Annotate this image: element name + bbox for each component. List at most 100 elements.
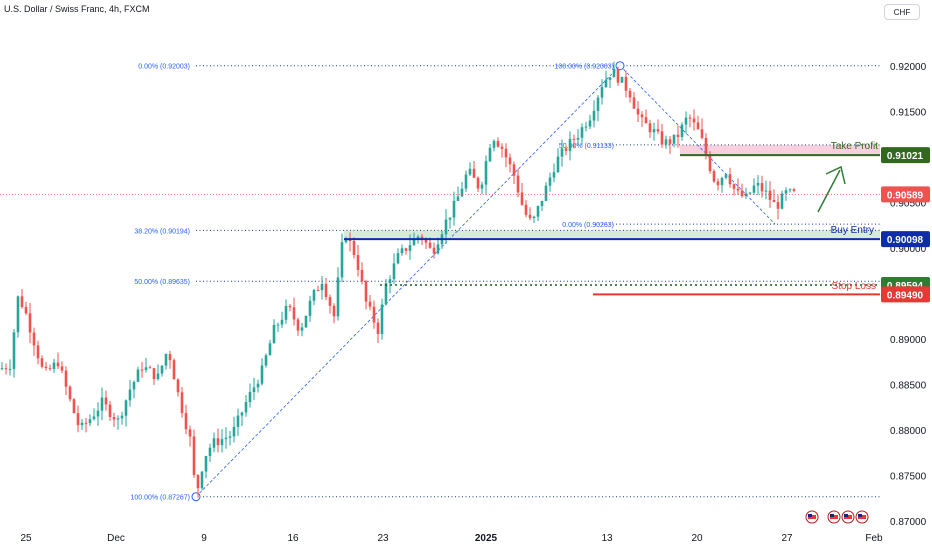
candle-body xyxy=(96,410,100,417)
candle-body xyxy=(592,110,596,121)
candle-body xyxy=(708,155,712,172)
candle-body xyxy=(228,436,232,438)
price-tick: 0.90500 xyxy=(890,199,927,210)
candles-layer xyxy=(0,61,796,498)
candle-body xyxy=(420,236,424,240)
candle-body xyxy=(312,290,316,301)
candle-body xyxy=(332,305,336,317)
candle-body xyxy=(480,184,484,189)
candle-body xyxy=(292,307,296,320)
event-flags xyxy=(805,510,869,524)
candle-body xyxy=(256,383,260,388)
candle-body xyxy=(436,244,440,254)
candle-body xyxy=(208,447,212,457)
fib-label-right: 0.00% (0.90263) xyxy=(562,222,614,229)
candle-body xyxy=(536,206,540,217)
candle-body xyxy=(684,117,688,125)
candle-body xyxy=(780,193,784,209)
candle-body xyxy=(716,181,720,186)
candle-body xyxy=(652,129,656,133)
time-axis: 25 Dec 9 16 23 2025 13 20 27 Feb xyxy=(20,533,883,544)
fib-label-left: 38.20% (0.90194) xyxy=(134,228,190,235)
candle-body xyxy=(456,196,460,201)
candle-body xyxy=(296,319,300,331)
candle-body xyxy=(452,200,456,218)
candle-body xyxy=(52,362,56,370)
candle-body xyxy=(680,124,684,138)
us-flag-canton xyxy=(830,514,834,517)
candle-body xyxy=(376,322,380,335)
candle-body xyxy=(336,277,340,317)
fib-label-left: 100.00% (0.87267) xyxy=(130,495,190,502)
candle-body xyxy=(508,157,512,165)
candle-body xyxy=(728,174,732,185)
price-tick: 0.89000 xyxy=(890,335,927,346)
price-tick: 0.92000 xyxy=(890,62,927,73)
candle-body xyxy=(628,90,632,98)
candle-body xyxy=(352,241,356,255)
candle-body xyxy=(576,137,580,140)
candle-body xyxy=(784,190,788,194)
candle-body xyxy=(276,324,280,326)
candle-body xyxy=(36,345,40,359)
candle-body xyxy=(472,168,476,178)
candle-body xyxy=(16,296,20,333)
time-tick: 13 xyxy=(601,533,613,544)
fib-anchor xyxy=(191,492,201,502)
candle-body xyxy=(504,148,508,158)
candle-body xyxy=(232,426,236,437)
candle-body xyxy=(484,161,488,185)
candle-body xyxy=(388,279,392,284)
candle-body xyxy=(584,126,588,128)
candle-body xyxy=(632,97,636,109)
candle-body xyxy=(316,290,320,292)
candle-body xyxy=(400,248,404,254)
candle-body xyxy=(748,192,752,194)
candle-body xyxy=(252,387,256,393)
candle-body xyxy=(488,147,492,162)
candle-body xyxy=(380,304,384,335)
currency-button[interactable]: CHF xyxy=(884,4,920,20)
candle-body xyxy=(776,202,780,209)
candle-body xyxy=(216,438,220,446)
candle-body xyxy=(308,300,312,316)
fib-anchor xyxy=(615,61,625,71)
candle-body xyxy=(736,188,740,191)
entry-zone xyxy=(344,230,880,240)
candle-body xyxy=(752,185,756,193)
candle-body xyxy=(500,146,504,149)
fib-label-right: 100.00% (0.92003) xyxy=(554,64,614,71)
candle-body xyxy=(564,148,568,151)
price-tick: 0.87000 xyxy=(890,517,927,528)
candle-body xyxy=(240,412,244,416)
candle-body xyxy=(692,118,696,123)
candle-body xyxy=(660,131,664,145)
candle-body xyxy=(672,134,676,144)
candle-body xyxy=(668,139,672,144)
price-tick: 0.90000 xyxy=(890,244,927,255)
candle-body xyxy=(4,368,8,370)
candle-body xyxy=(108,404,112,417)
candle-body xyxy=(608,77,612,80)
candle-body xyxy=(20,296,24,308)
candle-body xyxy=(572,138,576,140)
time-tick: 9 xyxy=(201,533,207,544)
candle-body xyxy=(412,238,416,246)
candle-body xyxy=(44,366,48,369)
candle-body xyxy=(568,138,572,151)
candle-body xyxy=(604,79,608,88)
candle-body xyxy=(664,139,668,145)
candle-body xyxy=(120,415,124,419)
candle-body xyxy=(676,134,680,138)
candle-body xyxy=(392,263,396,280)
candle-body xyxy=(32,332,36,346)
candle-body xyxy=(212,438,216,448)
candle-body xyxy=(272,324,276,344)
take-profit-label: Take Profit xyxy=(831,141,878,152)
candle-body xyxy=(0,368,4,370)
price-tick: 0.87500 xyxy=(890,472,927,483)
candle-body xyxy=(756,182,760,186)
candle-body xyxy=(720,177,724,186)
candle-body xyxy=(280,319,284,325)
